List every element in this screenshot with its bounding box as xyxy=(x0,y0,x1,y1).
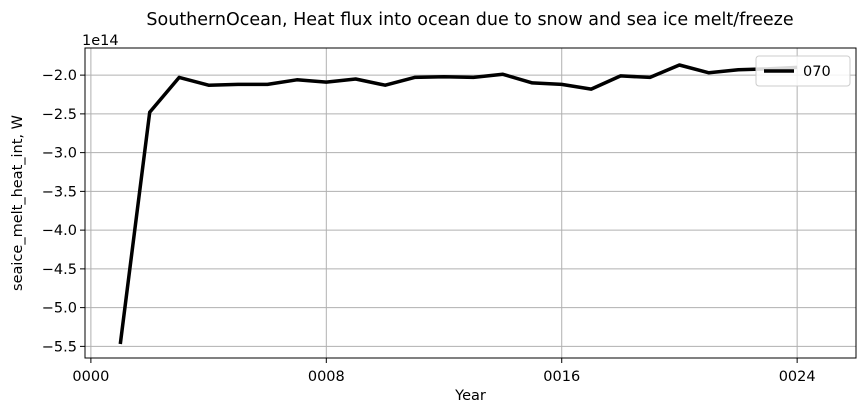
x-axis-label: Year xyxy=(454,388,486,404)
chart-title: SouthernOcean, Heat flux into ocean due … xyxy=(146,10,793,30)
y-tick-label: −2.0 xyxy=(42,68,77,84)
y-tick-label: −5.5 xyxy=(42,339,77,355)
series-group xyxy=(118,63,798,345)
legend-box xyxy=(755,55,851,87)
y-tick-label: −2.5 xyxy=(42,107,77,123)
legend: 070 xyxy=(755,55,851,87)
x-tick-label: 0000 xyxy=(72,369,109,385)
y-axis: −5.5 −5.0 −4.5 −4.0 −3.5 −3.0 −2.5 −2.0 xyxy=(42,68,85,355)
legend-label: 070 xyxy=(803,64,831,80)
plot-frame xyxy=(84,47,857,359)
y-tick-label: −3.5 xyxy=(42,184,77,200)
y-tick-label: −4.5 xyxy=(42,262,77,278)
y-tick-label: −5.0 xyxy=(42,301,77,317)
x-tick-label: 0016 xyxy=(543,369,580,385)
series-line-070 xyxy=(118,63,798,345)
y-axis-label: seaice_melt_heat_int, W xyxy=(10,115,26,291)
y-tick-label: −3.0 xyxy=(42,146,77,162)
x-axis: 0000 0008 0016 0024 xyxy=(72,358,816,385)
y-offset-label: 1e14 xyxy=(82,33,119,49)
x-tick-label: 0024 xyxy=(779,369,816,385)
y-tick-label: −4.0 xyxy=(42,223,77,239)
grid xyxy=(85,48,856,358)
x-tick-label: 0008 xyxy=(308,369,345,385)
